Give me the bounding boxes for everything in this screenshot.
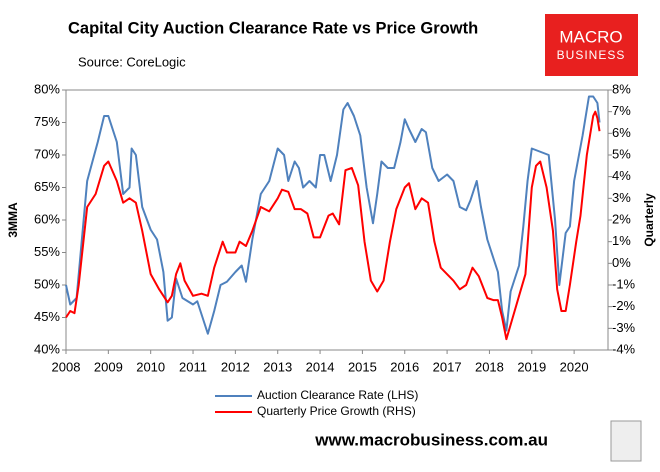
x-tick-label: 2014 bbox=[306, 359, 335, 374]
logo-text: BUSINESS bbox=[557, 48, 626, 62]
y-tick-label: 45% bbox=[34, 309, 60, 324]
x-tick-label: 2009 bbox=[94, 359, 123, 374]
x-tick-label: 2016 bbox=[390, 359, 419, 374]
y2-tick-label: 2% bbox=[612, 211, 631, 226]
chart-title: Capital City Auction Clearance Rate vs P… bbox=[68, 19, 478, 37]
y-axis-label: 3MMA bbox=[6, 202, 20, 238]
x-tick-label: 2015 bbox=[348, 359, 377, 374]
y-tick-label: 40% bbox=[34, 341, 60, 356]
y2-tick-label: 6% bbox=[612, 125, 631, 140]
x-tick-label: 2020 bbox=[560, 359, 589, 374]
logo-box bbox=[545, 14, 638, 76]
y2-tick-label: 1% bbox=[612, 233, 631, 248]
x-tick-label: 2013 bbox=[263, 359, 292, 374]
y-tick-label: 70% bbox=[34, 146, 60, 161]
chart-subtitle: Source: CoreLogic bbox=[78, 54, 186, 69]
y2-tick-label: 4% bbox=[612, 168, 631, 183]
line-series bbox=[65, 95, 601, 335]
y2-tick-label: 7% bbox=[612, 103, 631, 118]
y-tick-label: 80% bbox=[34, 81, 60, 96]
y2-tick-label: -3% bbox=[612, 320, 636, 335]
y-tick-label: 55% bbox=[34, 244, 60, 259]
y2-axis-label: Quarterly bbox=[642, 193, 656, 247]
y2-tick-label: 3% bbox=[612, 190, 631, 205]
y-tick-label: 50% bbox=[34, 276, 60, 291]
legend-label: Auction Clearance Rate (LHS) bbox=[257, 388, 418, 402]
logo-icon bbox=[610, 420, 642, 462]
y2-tick-label: 5% bbox=[612, 146, 631, 161]
x-tick-label: 2008 bbox=[52, 359, 81, 374]
x-tick-label: 2011 bbox=[179, 359, 207, 374]
footer: www.macrobusiness.com.au bbox=[314, 430, 548, 449]
y2-tick-label: -4% bbox=[612, 341, 636, 356]
logo-text: MACRO bbox=[559, 27, 622, 46]
y-tick-label: 60% bbox=[34, 211, 60, 226]
x-tick-label: 2018 bbox=[475, 359, 504, 374]
x-tick-label: 2012 bbox=[221, 359, 250, 374]
y2-tick-label: -2% bbox=[612, 298, 636, 313]
y2-tick-label: -1% bbox=[612, 276, 636, 291]
x-tick-label: 2010 bbox=[136, 359, 165, 374]
x-tick-label: 2019 bbox=[517, 359, 546, 374]
y-tick-label: 65% bbox=[34, 179, 60, 194]
y-tick-label: 75% bbox=[34, 114, 60, 129]
line-series bbox=[65, 110, 601, 341]
x-tick-label: 2017 bbox=[433, 359, 462, 374]
legend-label: Quarterly Price Growth (RHS) bbox=[257, 404, 416, 418]
y2-tick-label: 8% bbox=[612, 81, 631, 96]
y2-tick-label: 0% bbox=[612, 255, 631, 270]
